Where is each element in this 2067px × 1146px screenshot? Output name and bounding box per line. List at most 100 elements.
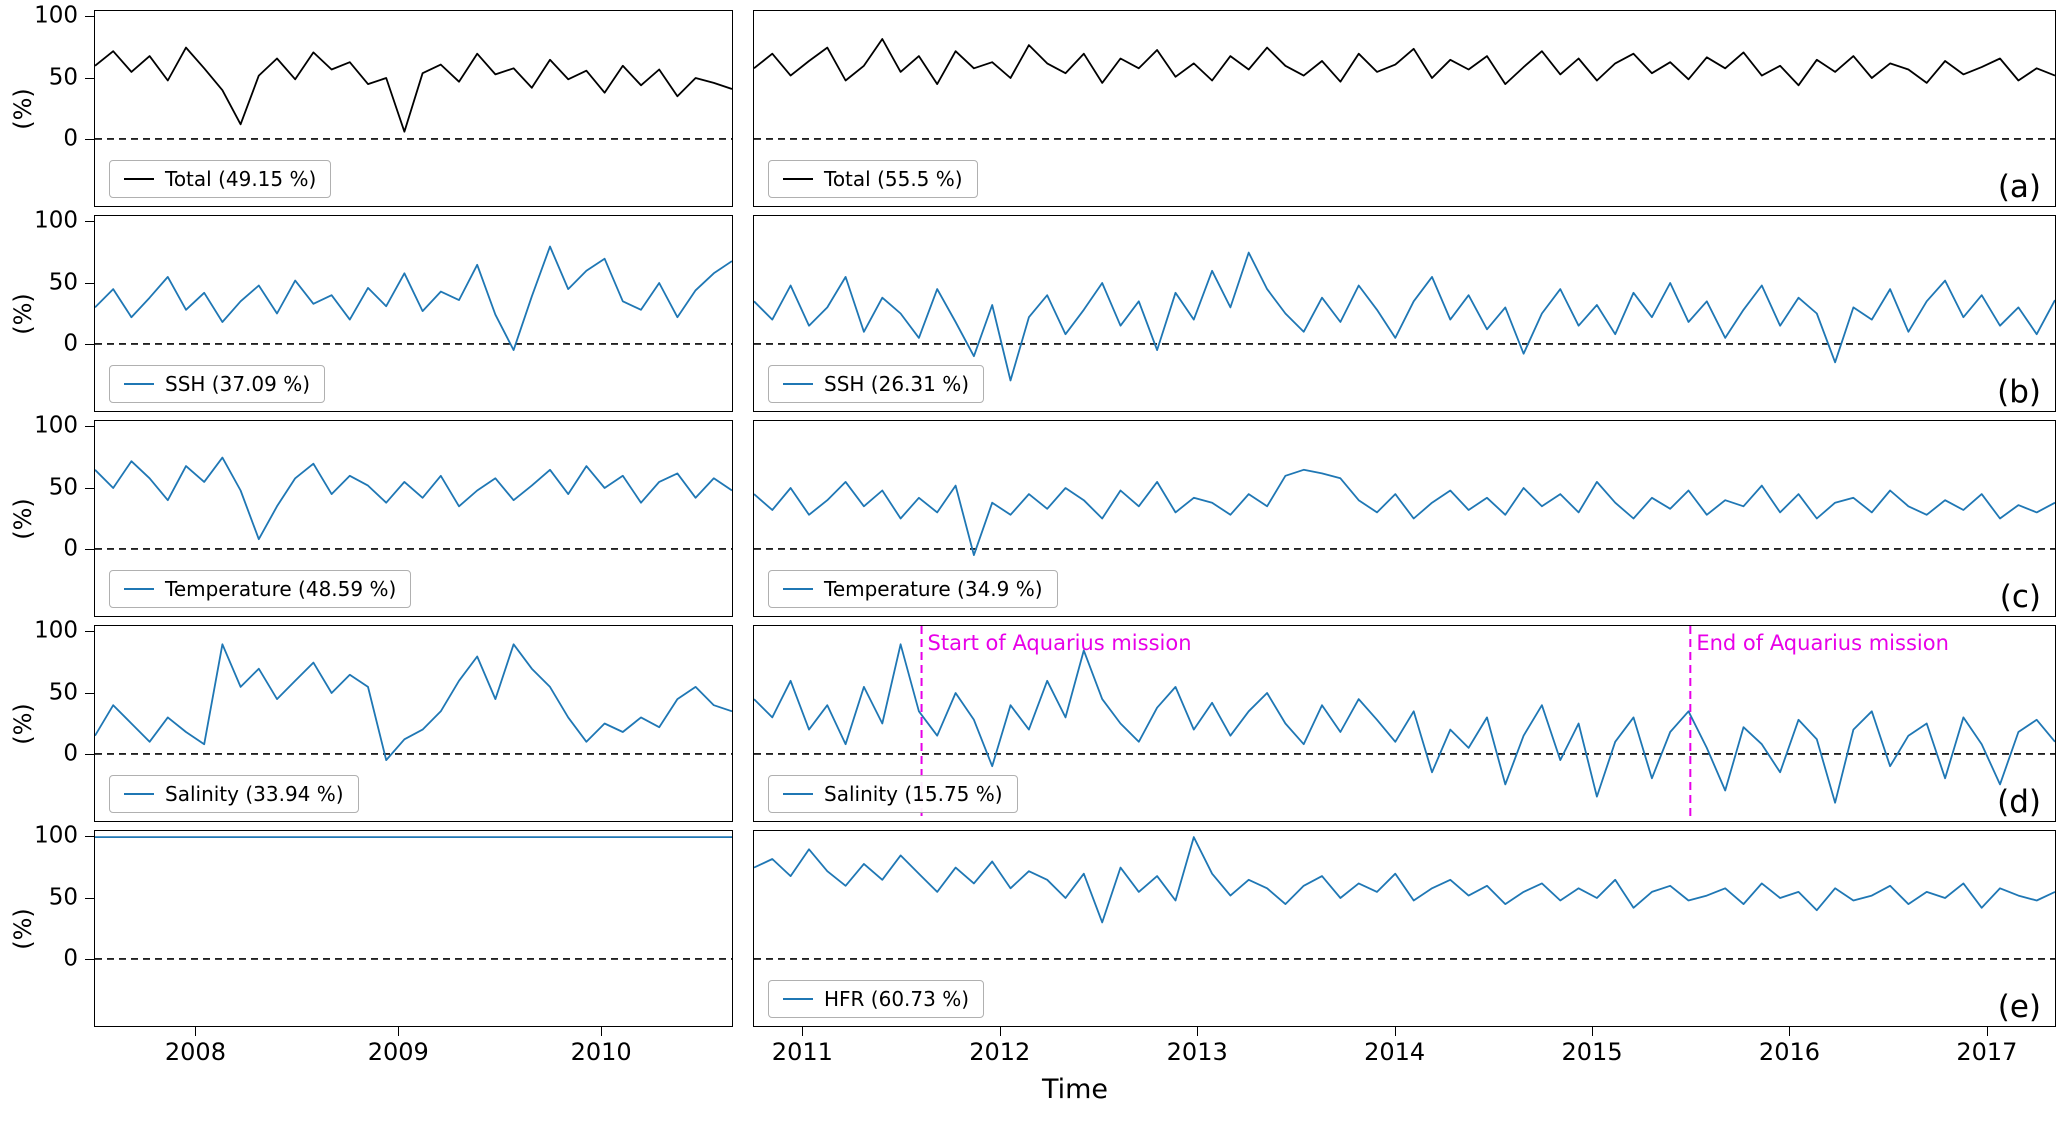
panel-c-left: Temperature (48.59 %) <box>94 420 733 617</box>
y-tick-mark <box>85 836 94 838</box>
x-tick-label: 2010 <box>570 1038 632 1066</box>
y-axis-row-d: (%) 100 50 0 <box>0 618 94 822</box>
x-tick-label: 2013 <box>1166 1038 1228 1066</box>
x-tick-label: 2012 <box>969 1038 1031 1066</box>
legend: Temperature (34.9 %) <box>768 570 1058 608</box>
chart-canvas <box>754 38 2055 140</box>
legend-line-sample <box>124 383 154 385</box>
y-tick-label: 0 <box>63 330 78 357</box>
series-line <box>95 46 732 133</box>
y-tick-mark <box>85 487 94 489</box>
chart-canvas <box>95 643 732 762</box>
x-tick-label: 2016 <box>1758 1038 1821 1066</box>
x-axis-right: 2011 2012 2013 2014 2015 2016 2017 <box>753 1027 2056 1073</box>
y-tick-mark <box>85 77 94 79</box>
y-tick-label: 100 <box>34 822 78 849</box>
chart-canvas <box>754 626 2055 821</box>
y-tick-label: 50 <box>48 64 78 91</box>
legend-label: Total (49.15 %) <box>165 167 317 191</box>
series-line <box>95 245 732 352</box>
legend-line-sample <box>783 383 813 385</box>
y-tick-label: 50 <box>48 269 78 296</box>
chart-canvas <box>754 468 2055 557</box>
y-tick-mark <box>85 426 94 428</box>
panel-letter: (d) <box>1997 784 2041 820</box>
legend-label: Salinity (15.75 %) <box>824 782 1003 806</box>
chart-canvas <box>95 245 732 352</box>
panel-c-right: Temperature (34.9 %) (c) <box>753 420 2056 617</box>
panel-e-right: HFR (60.73 %) (e) <box>753 830 2056 1027</box>
panel-a-left: Total (49.15 %) <box>94 10 733 207</box>
y-tick-label: 100 <box>34 617 78 644</box>
y-tick-mark <box>85 16 94 18</box>
x-tick-mark <box>398 1027 400 1036</box>
chart-canvas <box>95 836 732 960</box>
series-line <box>95 643 732 762</box>
panel-letter: (a) <box>1997 169 2041 205</box>
x-tick-mark <box>1986 1027 1988 1036</box>
y-axis-label: (%) <box>8 497 37 540</box>
series-line <box>754 468 2055 557</box>
legend-label: SSH (37.09 %) <box>165 372 311 396</box>
y-axis-row-a: (%) 100 50 0 <box>0 3 94 207</box>
chart-canvas <box>95 46 732 140</box>
legend-label: SSH (26.31 %) <box>824 372 970 396</box>
y-tick-label: 0 <box>63 740 78 767</box>
legend: HFR (60.73 %) <box>768 980 985 1018</box>
x-tick-mark <box>1394 1027 1396 1036</box>
x-tick-mark <box>1197 1027 1199 1036</box>
x-tick-label: 2011 <box>771 1038 833 1066</box>
legend: SSH (37.09 %) <box>109 365 326 403</box>
y-axis-label: (%) <box>8 907 37 950</box>
chart-canvas <box>95 456 732 550</box>
y-axis-row-e: (%) 100 50 0 <box>0 823 94 1027</box>
panel-letter: (b) <box>1997 374 2041 410</box>
x-axis-left: 2008 2009 2010 <box>94 1027 733 1073</box>
y-tick-label: 100 <box>34 2 78 29</box>
x-tick-label: 2008 <box>164 1038 226 1066</box>
y-tick-label: 50 <box>48 679 78 706</box>
y-axis-row-b: (%) 100 50 0 <box>0 208 94 412</box>
legend: SSH (26.31 %) <box>768 365 985 403</box>
y-axis-label: (%) <box>8 702 37 745</box>
y-tick-label: 100 <box>34 412 78 439</box>
y-tick-label: 0 <box>63 125 78 152</box>
x-tick-mark <box>195 1027 197 1036</box>
y-tick-mark <box>85 959 94 961</box>
y-tick-mark <box>85 692 94 694</box>
legend-line-sample <box>124 588 154 590</box>
y-tick-label: 0 <box>63 535 78 562</box>
panel-d-right: Salinity (15.75 %) (d) Start of Aquarius… <box>753 625 2056 822</box>
y-tick-label: 0 <box>63 945 78 972</box>
panel-a-right: Total (55.5 %) (a) <box>753 10 2056 207</box>
y-axis-label: (%) <box>8 87 37 130</box>
x-tick-label: 2009 <box>367 1038 429 1066</box>
panel-b-right: SSH (26.31 %) (b) <box>753 215 2056 412</box>
y-tick-mark <box>85 754 94 756</box>
x-tick-mark <box>1789 1027 1791 1036</box>
legend-line-sample <box>783 793 813 795</box>
mission-annotation: End of Aquarius mission <box>1696 631 1949 655</box>
y-tick-label: 50 <box>48 474 78 501</box>
legend-line-sample <box>124 793 154 795</box>
legend-line-sample <box>783 998 813 1000</box>
chart-canvas <box>754 836 2055 960</box>
panel-letter: (c) <box>1999 579 2041 615</box>
y-tick-mark <box>85 897 94 899</box>
legend: Total (55.5 %) <box>768 160 978 198</box>
chart-canvas <box>754 251 2055 382</box>
panel-b-left: SSH (37.09 %) <box>94 215 733 412</box>
y-tick-mark <box>85 549 94 551</box>
legend-line-sample <box>783 588 813 590</box>
legend-label: Total (55.5 %) <box>824 167 963 191</box>
panel-letter: (e) <box>1997 989 2041 1025</box>
x-tick-mark <box>999 1027 1001 1036</box>
x-tick-mark <box>601 1027 603 1036</box>
legend: Salinity (15.75 %) <box>768 775 1018 813</box>
series-line <box>754 251 2055 382</box>
series-line <box>95 456 732 541</box>
y-tick-mark <box>85 139 94 141</box>
x-tick-mark <box>802 1027 804 1036</box>
series-line <box>754 38 2055 87</box>
